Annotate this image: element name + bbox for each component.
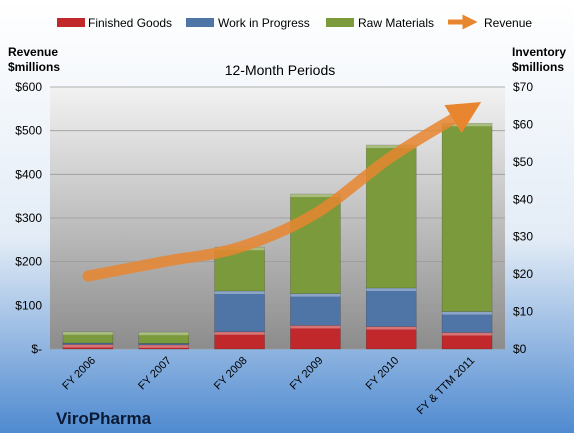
bar-work-in-progress — [441, 311, 493, 333]
right-axis-title-line2: $millions — [512, 60, 564, 74]
legend-label-raw-materials: Raw Materials — [358, 16, 434, 30]
bar-highlight — [62, 331, 113, 335]
left-tick-label: $200 — [15, 255, 42, 269]
bar-highlight — [138, 344, 189, 348]
right-tick-label: $20 — [513, 267, 533, 281]
bar-highlight — [366, 326, 417, 330]
bar-finished-goods — [62, 344, 114, 350]
bar-raw-materials — [138, 331, 190, 344]
right-tick-label: $0 — [513, 342, 527, 356]
bar-highlight — [214, 331, 265, 335]
left-axis-title-line2: $millions — [8, 60, 60, 74]
legend-swatch-work-in-progress — [186, 18, 214, 27]
right-tick-label: $50 — [513, 155, 533, 169]
revenue-line — [82, 101, 482, 282]
company-name: ViroPharma — [56, 409, 152, 428]
bar-highlight — [366, 287, 417, 291]
right-tick-label: $70 — [513, 80, 533, 94]
left-axis: $- $100 $200 $300 $400 $500 $600 — [15, 80, 42, 356]
left-tick-label: $400 — [15, 167, 42, 181]
right-tick-label: $40 — [513, 192, 533, 206]
left-tick-label: $500 — [15, 124, 42, 138]
chart-subtitle: 12-Month Periods — [225, 62, 336, 78]
bar-raw-materials — [441, 123, 493, 312]
bar-work-in-progress — [214, 290, 265, 333]
bar-highlight — [290, 325, 341, 329]
legend-label-finished-goods: Finished Goods — [88, 16, 172, 30]
bar-highlight — [290, 293, 341, 297]
left-tick-label: $600 — [15, 80, 42, 94]
bar-highlight — [366, 145, 417, 149]
bar-finished-goods — [365, 326, 417, 350]
left-axis-title-line1: Revenue — [8, 45, 58, 59]
bar-highlight — [138, 332, 189, 336]
bar-finished-goods — [290, 325, 341, 350]
right-tick-label: $60 — [513, 117, 533, 131]
legend-label-revenue: Revenue — [484, 16, 532, 30]
legend-label-work-in-progress: Work in Progress — [218, 16, 310, 30]
legend: Finished Goods Work in Progress Raw Mate… — [57, 14, 532, 30]
bar-series — [62, 123, 493, 350]
bar-highlight — [442, 311, 493, 315]
left-tick-label: $100 — [15, 298, 42, 312]
bar-highlight — [290, 194, 341, 198]
bar-raw-materials — [62, 331, 114, 344]
revenue-series — [82, 101, 482, 282]
bar-work-in-progress — [290, 293, 341, 326]
right-axis-title-line1: Inventory — [512, 45, 566, 59]
left-tick-label: $- — [31, 342, 42, 356]
left-tick-label: $300 — [15, 211, 42, 225]
right-tick-label: $10 — [513, 305, 533, 319]
right-tick-label: $30 — [513, 230, 533, 244]
legend-swatch-raw-materials — [326, 18, 354, 27]
bar-highlight — [62, 344, 113, 348]
legend-swatch-finished-goods — [57, 18, 85, 27]
right-axis: $0 $10 $20 $30 $40 $50 $60 $70 — [513, 80, 533, 356]
bar-work-in-progress — [365, 287, 417, 327]
bar-highlight — [442, 332, 493, 336]
bar-highlight — [214, 290, 265, 294]
